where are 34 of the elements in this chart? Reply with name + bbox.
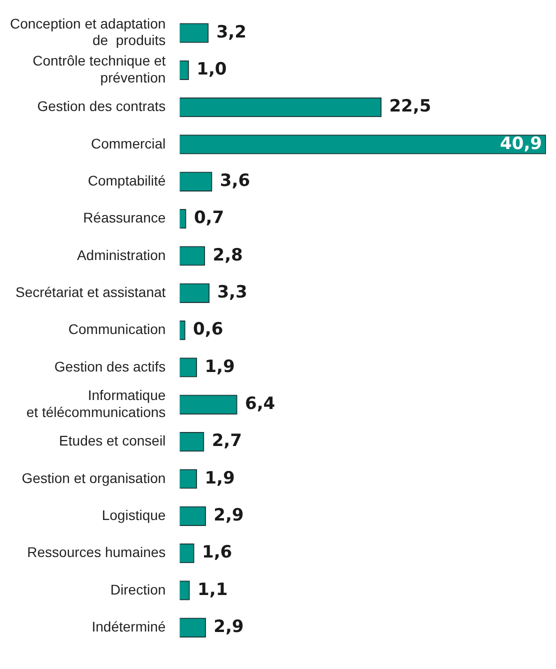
data-label: 40,9 — [500, 134, 542, 154]
data-label: 0,7 — [194, 208, 224, 228]
data-label: 22,5 — [389, 96, 432, 117]
y-tick-label: Contrôle technique et prévention — [32, 52, 166, 86]
y-tick-label: Réassurance — [83, 210, 166, 226]
y-tick-label: Logistique — [102, 506, 166, 523]
y-tick-label: Commercial — [90, 135, 166, 152]
y-tick-label: Secrétariat et assistanat — [15, 284, 166, 300]
data-label: 2,9 — [214, 506, 244, 526]
data-label: 2,9 — [214, 617, 244, 638]
y-tick-label: Communication — [68, 321, 166, 338]
y-tick-label: Direction — [110, 581, 166, 598]
data-label: 3,3 — [217, 282, 248, 303]
y-tick-label: Gestion et organisation — [22, 470, 166, 486]
data-label: 0,6 — [193, 320, 224, 340]
y-tick-label: Gestion des contrats — [37, 98, 166, 114]
y-tick-label: Comptabilité — [88, 172, 166, 188]
data-label: 1,1 — [198, 580, 228, 600]
y-tick-label: Administration — [76, 246, 166, 263]
data-label: 1,6 — [202, 542, 232, 563]
y-tick-label: Gestion des actifs — [54, 358, 166, 374]
data-label: 3,2 — [216, 22, 246, 42]
y-tick-label: Conception et adaptation de produits — [10, 15, 166, 48]
data-label: 1,0 — [196, 60, 227, 80]
data-label: 3,6 — [220, 171, 250, 192]
y-tick-label: Etudes et conseil — [59, 432, 166, 449]
y-tick-label: Ressources humaines — [27, 544, 166, 560]
data-label: 2,7 — [212, 431, 242, 452]
data-label: 1,9 — [204, 468, 235, 488]
data-label: 2,8 — [212, 245, 243, 266]
data-label: 1,9 — [204, 356, 235, 377]
y-tick-label: Informatique et télécommunications — [26, 387, 166, 420]
data-label: 6,4 — [244, 394, 276, 414]
y-tick-label: Indéterminé — [92, 618, 166, 634]
